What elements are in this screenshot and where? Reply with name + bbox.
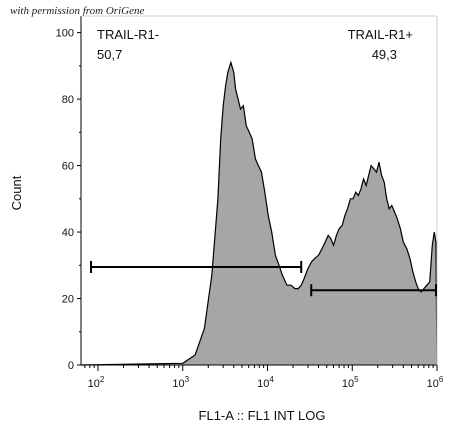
gate-label-positive: TRAIL-R1+ [348,27,413,42]
gate-percent-positive: 49,3 [372,47,397,62]
y-tick-label: 100 [56,28,74,40]
y-tick-label: 0 [68,360,74,372]
y-ticks: 0 20 40 60 80 100 [56,28,81,372]
permission-watermark: with permission from OriGene [10,5,145,17]
y-axis-title: Count [9,175,24,210]
x-tick-label: 103 [172,375,189,390]
x-axis-title: FL1-A :: FL1 INT LOG [199,408,326,423]
y-tick-label: 60 [62,161,74,173]
x-tick-label: 106 [427,375,444,390]
y-tick-label: 80 [62,94,74,106]
gate-label-negative: TRAIL-R1- [97,27,159,42]
y-tick-label: 20 [62,294,74,306]
gate-percent-negative: 50,7 [97,47,122,62]
y-tick-label: 40 [62,227,74,239]
x-tick-label: 102 [88,375,105,390]
gates [90,260,437,297]
x-tick-label: 105 [342,375,359,390]
histogram-area [81,62,437,365]
histogram-outline [80,60,438,366]
x-ticks: 102 103 104 105 106 [84,365,444,390]
x-tick-label: 104 [257,375,274,390]
